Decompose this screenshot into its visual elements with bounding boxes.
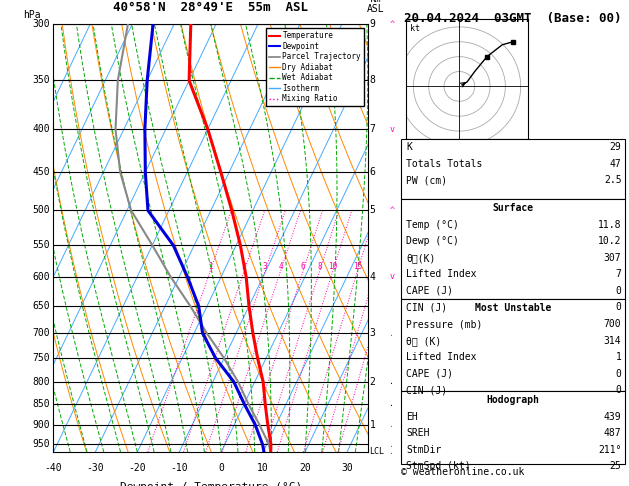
Text: .: .	[389, 329, 394, 338]
Text: Hodograph: Hodograph	[486, 395, 540, 405]
Text: 900: 900	[33, 420, 50, 430]
Text: hPa: hPa	[23, 10, 40, 20]
Text: 850: 850	[33, 399, 50, 409]
Text: .: .	[389, 377, 394, 386]
Text: StmDir: StmDir	[406, 445, 442, 455]
Text: 15: 15	[353, 262, 362, 271]
Text: 4: 4	[370, 272, 376, 282]
Text: 1: 1	[370, 420, 376, 430]
Text: 5: 5	[370, 206, 376, 215]
Text: ^: ^	[389, 206, 394, 215]
Text: 700: 700	[604, 319, 621, 330]
Text: 550: 550	[33, 240, 50, 250]
Text: 487: 487	[604, 428, 621, 438]
Text: 7: 7	[616, 269, 621, 279]
Text: 600: 600	[33, 272, 50, 282]
Text: LCL: LCL	[370, 448, 384, 456]
Text: 450: 450	[33, 167, 50, 177]
Legend: Temperature, Dewpoint, Parcel Trajectory, Dry Adiabat, Wet Adiabat, Isotherm, Mi: Temperature, Dewpoint, Parcel Trajectory…	[265, 28, 364, 106]
Text: 2.5: 2.5	[604, 175, 621, 186]
Text: EH: EH	[406, 412, 418, 422]
Text: 439: 439	[604, 412, 621, 422]
Text: Pressure (mb): Pressure (mb)	[406, 319, 482, 330]
Text: PW (cm): PW (cm)	[406, 175, 447, 186]
Text: 47: 47	[610, 159, 621, 169]
Text: v: v	[389, 124, 394, 134]
Text: Surface: Surface	[493, 203, 533, 213]
Text: StmSpd (kt): StmSpd (kt)	[406, 461, 471, 471]
Text: 29: 29	[610, 142, 621, 153]
Text: 1: 1	[208, 262, 213, 271]
Text: 6: 6	[370, 167, 376, 177]
Text: 314: 314	[604, 336, 621, 346]
Text: K: K	[406, 142, 412, 153]
Text: CAPE (J): CAPE (J)	[406, 286, 454, 296]
Text: 9: 9	[370, 19, 376, 29]
Text: 10.2: 10.2	[598, 236, 621, 246]
Text: 800: 800	[33, 377, 50, 387]
Text: 750: 750	[33, 353, 50, 363]
Text: 307: 307	[604, 253, 621, 263]
Text: SREH: SREH	[406, 428, 430, 438]
Text: 950: 950	[33, 439, 50, 450]
Text: CIN (J): CIN (J)	[406, 385, 447, 396]
Text: Lifted Index: Lifted Index	[406, 352, 477, 363]
Text: 2: 2	[242, 262, 247, 271]
Text: .: .	[389, 448, 394, 456]
Text: -30: -30	[87, 463, 104, 473]
Text: 0: 0	[616, 385, 621, 396]
Text: 650: 650	[33, 301, 50, 311]
Text: 0: 0	[218, 463, 224, 473]
Text: 10: 10	[328, 262, 338, 271]
Text: .: .	[389, 440, 394, 449]
Text: -20: -20	[128, 463, 146, 473]
Text: ^: ^	[389, 20, 394, 29]
Text: 2: 2	[370, 377, 376, 387]
Text: CIN (J): CIN (J)	[406, 302, 447, 312]
Text: 350: 350	[33, 75, 50, 86]
Text: -40: -40	[45, 463, 62, 473]
Text: 7: 7	[370, 124, 376, 134]
Text: 500: 500	[33, 206, 50, 215]
Text: 3: 3	[370, 328, 376, 338]
Text: v: v	[389, 273, 394, 281]
Text: 3: 3	[263, 262, 267, 271]
Text: Temp (°C): Temp (°C)	[406, 220, 459, 230]
Text: Dewpoint / Temperature (°C): Dewpoint / Temperature (°C)	[120, 482, 302, 486]
Text: 40°58'N  28°49'E  55m  ASL: 40°58'N 28°49'E 55m ASL	[113, 0, 308, 14]
Text: θᴇ(K): θᴇ(K)	[406, 253, 436, 263]
Text: Dewp (°C): Dewp (°C)	[406, 236, 459, 246]
Text: 11.8: 11.8	[598, 220, 621, 230]
Text: km
ASL: km ASL	[367, 0, 385, 14]
Text: 30: 30	[341, 463, 353, 473]
Text: .: .	[389, 399, 394, 408]
Text: 10: 10	[257, 463, 269, 473]
Text: 8: 8	[318, 262, 322, 271]
Text: 0: 0	[616, 286, 621, 296]
Text: 6: 6	[301, 262, 306, 271]
Text: Most Unstable: Most Unstable	[475, 303, 551, 313]
Text: 20: 20	[299, 463, 311, 473]
Text: 1: 1	[616, 352, 621, 363]
Text: 25: 25	[610, 461, 621, 471]
Text: Mixing Ratio (g/kg): Mixing Ratio (g/kg)	[426, 182, 436, 294]
Text: 20.04.2024  03GMT  (Base: 00): 20.04.2024 03GMT (Base: 00)	[404, 12, 621, 25]
Text: kt: kt	[410, 24, 420, 33]
Text: 4: 4	[278, 262, 283, 271]
Text: Lifted Index: Lifted Index	[406, 269, 477, 279]
Text: CAPE (J): CAPE (J)	[406, 369, 454, 379]
Text: 300: 300	[33, 19, 50, 29]
Text: 0: 0	[616, 369, 621, 379]
Text: θᴇ (K): θᴇ (K)	[406, 336, 442, 346]
Text: 700: 700	[33, 328, 50, 338]
Text: 0: 0	[616, 302, 621, 312]
Text: -10: -10	[170, 463, 188, 473]
Text: .: .	[389, 420, 394, 429]
Text: 211°: 211°	[598, 445, 621, 455]
Text: © weatheronline.co.uk: © weatheronline.co.uk	[401, 467, 525, 477]
Text: 400: 400	[33, 124, 50, 134]
Text: Totals Totals: Totals Totals	[406, 159, 482, 169]
Text: 8: 8	[370, 75, 376, 86]
